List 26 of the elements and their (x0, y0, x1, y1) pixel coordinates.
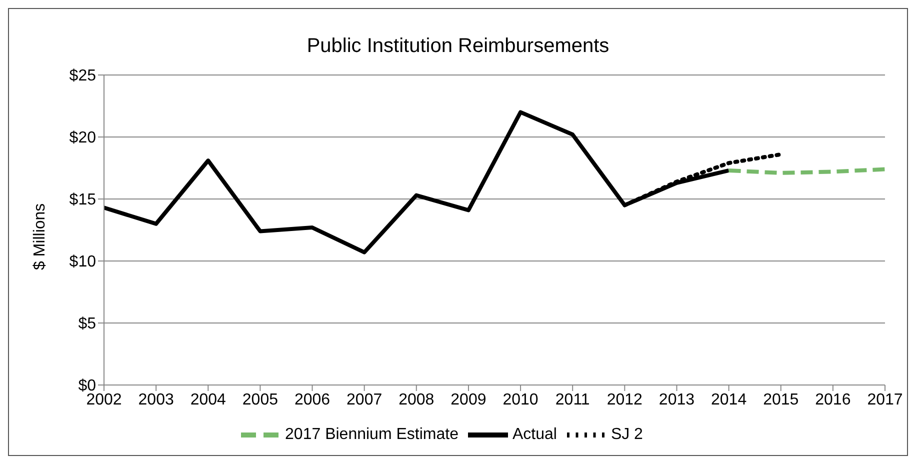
y-tick-label: $25 (69, 68, 96, 85)
x-tick-label: 2003 (138, 391, 174, 408)
x-tick-label: 2002 (86, 391, 122, 408)
y-axis-title: $ Millions (32, 203, 49, 270)
legend-label: 2017 Biennium Estimate (285, 426, 458, 444)
x-tick-label: 2014 (711, 391, 747, 408)
x-tick-label: 2009 (450, 391, 486, 408)
x-tick-label: 2016 (815, 391, 851, 408)
y-tick-label: $5 (78, 316, 96, 333)
x-tick-label: 2004 (190, 391, 226, 408)
x-tick-label: 2015 (763, 391, 799, 408)
x-tick-label: 2010 (502, 391, 538, 408)
chart-title: Public Institution Reimbursements (306, 34, 610, 59)
legend-label: Actual (512, 426, 557, 444)
y-tick-label: $15 (69, 192, 96, 209)
x-tick-label: 2005 (242, 391, 278, 408)
x-tick-label: 2006 (294, 391, 330, 408)
legend-label: SJ 2 (610, 426, 643, 444)
x-tick-label: 2007 (346, 391, 382, 408)
x-tick-label: 2012 (606, 391, 643, 408)
x-tick-label: 2017 (867, 391, 903, 408)
x-tick-label: 2013 (658, 391, 695, 408)
y-tick-label: $10 (69, 254, 96, 271)
x-tick-label: 2011 (555, 391, 590, 408)
x-tick-label: 2008 (398, 391, 434, 408)
y-tick-label: $20 (69, 130, 96, 147)
